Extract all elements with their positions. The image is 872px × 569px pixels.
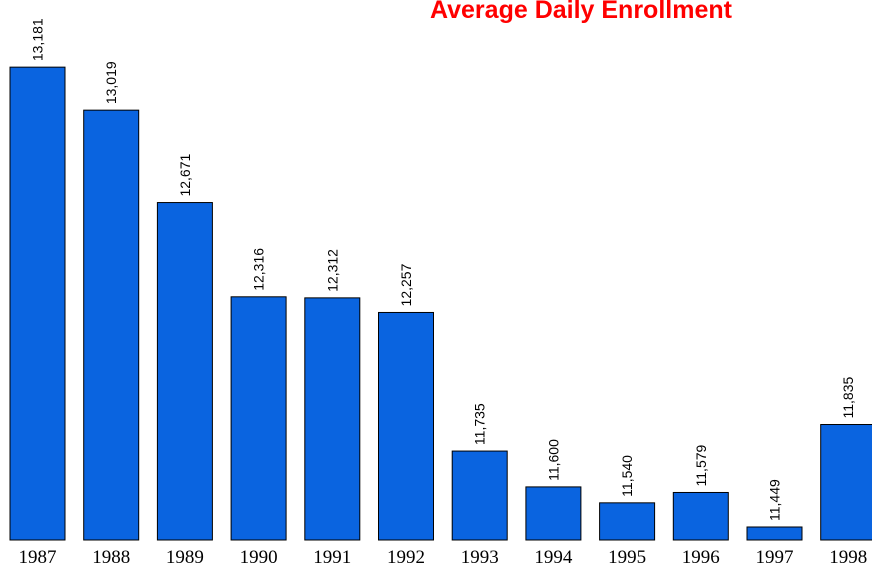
value-label: 11,540 xyxy=(619,455,635,497)
value-label: 11,449 xyxy=(767,479,783,521)
x-tick-label: 1997 xyxy=(756,547,794,568)
x-tick-label: 1998 xyxy=(829,547,867,568)
bar xyxy=(83,109,140,541)
x-tick-label: 1993 xyxy=(461,547,499,568)
chart-title: Average Daily Enrollment xyxy=(430,0,733,24)
value-label: 11,835 xyxy=(840,377,856,419)
value-label: 11,600 xyxy=(545,439,561,481)
value-label: 11,735 xyxy=(472,403,488,445)
bar xyxy=(9,66,66,541)
value-label: 11,579 xyxy=(693,444,709,486)
value-label: 13,019 xyxy=(103,61,119,104)
bar xyxy=(451,450,508,541)
x-tick-label: 1990 xyxy=(240,547,278,568)
x-tick-label: 1987 xyxy=(19,547,57,568)
bar xyxy=(599,502,656,541)
bar xyxy=(820,424,872,541)
bar xyxy=(525,486,582,541)
x-tick-label: 1992 xyxy=(387,547,425,568)
bar xyxy=(156,202,213,541)
value-label: 12,257 xyxy=(398,263,414,306)
bar xyxy=(672,491,729,541)
x-tick-label: 1989 xyxy=(166,547,204,568)
bar xyxy=(378,311,434,541)
value-label: 13,181 xyxy=(30,18,46,61)
x-tick-label: 1995 xyxy=(608,547,646,568)
x-tick-label: 1991 xyxy=(313,547,351,568)
value-label: 12,312 xyxy=(324,249,340,292)
x-tick-label: 1988 xyxy=(92,547,130,568)
x-tick-label: 1994 xyxy=(534,547,573,568)
value-label: 12,316 xyxy=(251,248,267,291)
x-tick-label: 1996 xyxy=(682,547,720,568)
value-label: 12,671 xyxy=(177,154,193,197)
bar xyxy=(746,526,803,541)
bar xyxy=(230,296,287,541)
bar xyxy=(304,297,361,541)
